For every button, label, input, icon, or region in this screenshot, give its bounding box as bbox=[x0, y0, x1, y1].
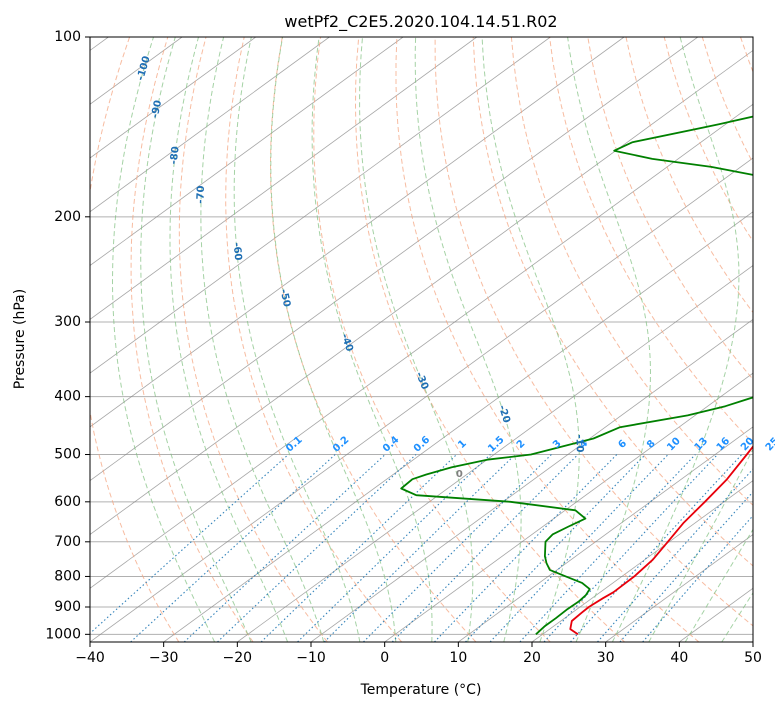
y-tick-label: 900 bbox=[54, 599, 81, 615]
isotherm-line bbox=[163, 211, 753, 642]
isotherm-line bbox=[605, 533, 753, 642]
moist-adiabat-label: -90 bbox=[150, 99, 164, 119]
isotherm-line bbox=[310, 318, 753, 642]
dry-adiabat-line bbox=[434, 37, 753, 627]
isotherm-line bbox=[90, 103, 753, 589]
x-tick-label: −20 bbox=[223, 650, 253, 666]
x-tick-label: 20 bbox=[523, 650, 541, 666]
x-tick-label: −10 bbox=[296, 650, 326, 666]
y-tick-label: 800 bbox=[54, 568, 81, 584]
moist-adiabat-line bbox=[270, 37, 397, 642]
y-axis-label: Pressure (hPa) bbox=[12, 289, 28, 389]
isotherm-line bbox=[90, 37, 551, 374]
mixing-ratio-line bbox=[323, 454, 516, 642]
moist-adiabat-label: -70 bbox=[195, 185, 207, 203]
mixing-ratio-label: 25 bbox=[764, 436, 775, 454]
moist-adiabat-line bbox=[140, 37, 252, 642]
moist-adiabat-line bbox=[200, 37, 325, 642]
axes: −40 −30 −20 −10 0 10 20 30 40 50 100 200 300 400 500 60… bbox=[45, 29, 762, 666]
isotherm-line bbox=[90, 37, 699, 482]
isotherm-line bbox=[237, 265, 753, 642]
temperature-profile-line bbox=[569, 445, 753, 636]
isotherm-line bbox=[90, 49, 753, 535]
x-tick-label: 30 bbox=[597, 650, 615, 666]
isotherm-line bbox=[90, 37, 330, 213]
profile-lines bbox=[400, 115, 753, 636]
x-tick-label: −40 bbox=[75, 650, 105, 666]
x-tick-label: 0 bbox=[380, 650, 389, 666]
moist-adiabat-line bbox=[359, 37, 474, 642]
mixing-ratio-line bbox=[434, 454, 618, 642]
moist-adiabat-line bbox=[169, 37, 288, 642]
moist-adiabat-line bbox=[481, 37, 580, 642]
mixing-ratio-line bbox=[260, 454, 457, 642]
zero-isotherm-label: 0 bbox=[456, 469, 463, 480]
y-tick-label: 600 bbox=[54, 494, 81, 510]
isotherm-line bbox=[531, 480, 753, 642]
moist-adiabat-label: -80 bbox=[169, 146, 182, 165]
x-tick-label: 50 bbox=[744, 650, 762, 666]
plot-frame bbox=[89, 36, 754, 643]
dry-adiabat-line bbox=[130, 37, 254, 642]
y-tick-label: 700 bbox=[54, 534, 81, 550]
isotherm-line bbox=[90, 37, 404, 267]
isotherm-line bbox=[90, 37, 478, 320]
moist-adiabat-line bbox=[611, 37, 740, 642]
y-tick-label: 400 bbox=[54, 389, 81, 405]
dry-adiabat-line bbox=[472, 37, 753, 567]
mixing-ratio-line bbox=[543, 454, 718, 642]
moist-adiabat-line bbox=[233, 37, 361, 642]
x-tick-label: 40 bbox=[670, 650, 688, 666]
moist-adiabat-line bbox=[567, 37, 652, 642]
y-tick-label: 100 bbox=[54, 29, 81, 45]
dry-adiabat-line bbox=[313, 37, 551, 642]
moist-adiabat-label: -40 bbox=[339, 332, 355, 353]
dry-adiabat-line bbox=[90, 37, 180, 642]
background-lines bbox=[90, 37, 753, 642]
isotherm-line bbox=[458, 426, 753, 642]
mixing-ratio-line bbox=[183, 454, 386, 642]
moist-adiabat-line bbox=[414, 37, 522, 642]
dry-adiabat-line bbox=[587, 37, 753, 381]
moist-adiabat-label: -50 bbox=[278, 288, 293, 308]
mixing-ratio-line bbox=[391, 454, 579, 642]
moist-adiabat-line bbox=[112, 37, 216, 642]
isotherm-line bbox=[90, 37, 257, 159]
mixing-ratio-line bbox=[90, 454, 289, 635]
mixing-ratio-line bbox=[569, 454, 743, 642]
dewpoint-profile-line bbox=[400, 115, 753, 635]
mixing-ratio-line bbox=[217, 454, 417, 642]
y-tick-label: 300 bbox=[54, 314, 81, 330]
x-tick-label: −30 bbox=[149, 650, 179, 666]
x-tick-label: 10 bbox=[449, 650, 467, 666]
moist-adiabat-label: -10 bbox=[573, 434, 585, 452]
isotherm-line bbox=[90, 37, 625, 428]
y-tick-label: 1000 bbox=[45, 626, 81, 642]
y-tick-label: 200 bbox=[54, 209, 81, 225]
mixing-ratio-line bbox=[465, 454, 646, 642]
x-axis-label: Temperature (°C) bbox=[360, 682, 482, 698]
isotherm-line bbox=[90, 157, 753, 642]
isotherm-line bbox=[384, 372, 753, 642]
dry-adiabat-line bbox=[395, 37, 700, 642]
mixing-ratio-line bbox=[363, 454, 552, 642]
moist-adiabat-label: -60 bbox=[231, 242, 244, 261]
mixing-ratio-line bbox=[519, 454, 696, 642]
moist-adiabat-label: -20 bbox=[496, 404, 512, 425]
dry-adiabat-line bbox=[178, 37, 328, 642]
chart-title: wetPf2_C2E5.2020.104.14.51.R02 bbox=[284, 12, 557, 32]
dry-adiabat-line bbox=[269, 37, 477, 642]
dry-adiabat-line bbox=[625, 37, 753, 314]
dry-adiabat-line bbox=[354, 37, 625, 642]
y-tick-label: 500 bbox=[54, 447, 81, 463]
